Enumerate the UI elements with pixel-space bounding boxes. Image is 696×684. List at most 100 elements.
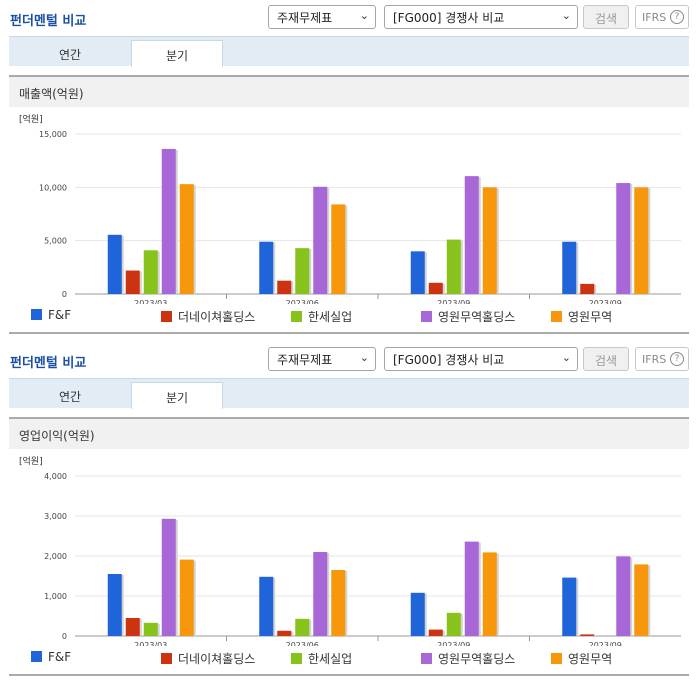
y-tick-label: 4,000 (44, 472, 67, 481)
chart-legend: F&F 더네이쳐홀딩스 한세실업 영원무역홀딩스 영원무역 (9, 306, 689, 326)
bar-더네이쳐홀딩스 (277, 630, 292, 636)
y-tick-label: 15,000 (39, 130, 67, 139)
y-tick-label: 3,000 (44, 512, 67, 521)
bar-한세실업 (143, 250, 158, 294)
legend-label: 더네이쳐홀딩스 (178, 310, 256, 324)
peer-group-value: [FG000] 경쟁사 비교 (393, 11, 505, 25)
statement-type-select[interactable]: 주재무제표 ⌄ (268, 347, 376, 371)
bar-한세실업 (446, 239, 461, 294)
legend-swatch (161, 653, 172, 664)
bar-영원무역홀딩스 (464, 176, 479, 294)
peer-group-select[interactable]: [FG000] 경쟁사 비교 ⌄ (384, 347, 578, 371)
bar-더네이쳐홀딩스 (125, 270, 140, 294)
y-tick-label: 0 (62, 290, 67, 299)
help-icon: ? (670, 352, 684, 366)
legend-item[interactable]: F&F (31, 308, 71, 322)
legend-label: F&F (48, 650, 72, 664)
bar-영원무역홀딩스 (616, 556, 631, 636)
legend-label: 영원무역 (568, 310, 613, 324)
x-tick-label: 2023/06 (286, 299, 319, 304)
bar-더네이쳐홀딩스 (428, 629, 443, 636)
legend-swatch (421, 653, 432, 664)
x-tick-label: 2023/06 (286, 641, 319, 646)
chevron-down-icon: ⌄ (359, 351, 369, 364)
search-button[interactable]: 검색 (583, 5, 629, 29)
bar-더네이쳐홀딩스 (277, 280, 292, 294)
legend-item[interactable]: 더네이쳐홀딩스 (161, 308, 255, 325)
bar-영원무역 (179, 559, 194, 636)
chevron-down-icon: ⌄ (561, 9, 571, 22)
page-title: 펀더멘털 비교 (10, 356, 87, 371)
statement-type-value: 주재무제표 (277, 353, 333, 367)
bar-영원무역홀딩스 (161, 518, 176, 636)
bar-영원무역 (482, 552, 497, 636)
tab-quarter[interactable]: 분기 (131, 40, 223, 67)
x-tick-label: 2023/03 (134, 299, 167, 304)
page-title: 펀더멘털 비교 (10, 14, 87, 29)
y-tick-label: 1,000 (44, 592, 67, 601)
bar-영원무역 (331, 570, 346, 636)
bar-더네이쳐홀딩스 (125, 618, 140, 636)
bar-영원무역 (179, 184, 194, 294)
x-tick-label: 2023/09 (437, 641, 470, 646)
bar-f-f (562, 577, 577, 636)
tab-annual[interactable]: 연간 (58, 48, 82, 62)
bar-f-f (410, 592, 425, 636)
legend-item[interactable]: 영원무역 (551, 650, 612, 667)
legend-item[interactable]: 한세실업 (291, 650, 352, 667)
tab-quarter[interactable]: 분기 (131, 382, 223, 409)
ifrs-button[interactable]: IFRS ? (635, 347, 689, 371)
ifrs-label: IFRS (642, 353, 667, 366)
bar-영원무역홀딩스 (161, 148, 176, 294)
legend-item[interactable]: 영원무역 (551, 308, 612, 325)
x-tick-label: 2023/09 (437, 299, 470, 304)
legend-label: 한세실업 (308, 652, 353, 666)
bar-영원무역 (482, 187, 497, 294)
section-title: 매출액(억원) (9, 75, 689, 107)
bar-한세실업 (143, 622, 158, 636)
x-tick-label: 2023/09 (589, 299, 622, 304)
bar-f-f (259, 576, 274, 636)
legend-swatch (161, 311, 172, 322)
period-tabs: 연간 분기 (9, 36, 689, 67)
unit-label: [억원] (19, 455, 43, 467)
unit-label: [억원] (19, 113, 43, 125)
legend-swatch (551, 311, 562, 322)
legend-item[interactable]: 영원무역홀딩스 (421, 650, 515, 667)
legend-swatch (291, 653, 302, 664)
tab-annual[interactable]: 연간 (58, 390, 82, 404)
operating-profit-chart: [억원] 0 1,000 2,000 3,000 4,000 2023/03 2023/06 2… (9, 450, 689, 646)
legend-label: 영원무역 (568, 652, 613, 666)
panel-operating-profit: 펀더멘털 비교 주재무제표 ⌄ [FG000] 경쟁사 비교 ⌄ 검색 IFRS… (0, 342, 696, 684)
panel-revenue: 펀더멘털 비교 주재무제표 ⌄ [FG000] 경쟁사 비교 ⌄ 검색 IFRS… (9, 5, 689, 334)
legend-item[interactable]: F&F (31, 650, 71, 664)
bar-영원무역홀딩스 (313, 552, 328, 636)
bar-영원무역 (634, 564, 649, 636)
statement-type-select[interactable]: 주재무제표 ⌄ (268, 5, 376, 29)
operating-profit-chart-svg: [억원] 0 1,000 2,000 3,000 4,000 2023/03 2023/06 2… (19, 455, 681, 646)
legend-item[interactable]: 한세실업 (291, 308, 352, 325)
bar-한세실업 (295, 248, 310, 294)
x-tick-label: 2023/09 (589, 641, 622, 646)
revenue-chart-svg: [억원] 0 5,000 10,000 15,000 2023/03 2023/06 2023… (19, 113, 681, 304)
bar-한세실업 (295, 618, 310, 636)
y-tick-label: 5,000 (44, 237, 67, 246)
divider (9, 332, 689, 334)
bar-f-f (107, 574, 122, 636)
legend-swatch (31, 651, 42, 662)
search-button[interactable]: 검색 (583, 347, 629, 371)
bar-f-f (562, 241, 577, 294)
peer-group-select[interactable]: [FG000] 경쟁사 비교 ⌄ (384, 5, 578, 29)
statement-type-value: 주재무제표 (277, 11, 333, 25)
bar-f-f (107, 234, 122, 294)
revenue-chart: [억원] 0 5,000 10,000 15,000 2023/03 2023/06 2023… (9, 108, 689, 304)
ifrs-button[interactable]: IFRS ? (635, 5, 689, 29)
y-tick-label: 0 (62, 632, 67, 641)
bar-더네이쳐홀딩스 (428, 282, 443, 294)
legend-swatch (551, 653, 562, 664)
legend-item[interactable]: 더네이쳐홀딩스 (161, 650, 255, 667)
legend-item[interactable]: 영원무역홀딩스 (421, 308, 515, 325)
bar-더네이쳐홀딩스 (580, 634, 595, 636)
chart-legend: F&F 더네이쳐홀딩스 한세실업 영원무역홀딩스 영원무역 (9, 648, 689, 668)
y-tick-label: 10,000 (39, 183, 67, 192)
